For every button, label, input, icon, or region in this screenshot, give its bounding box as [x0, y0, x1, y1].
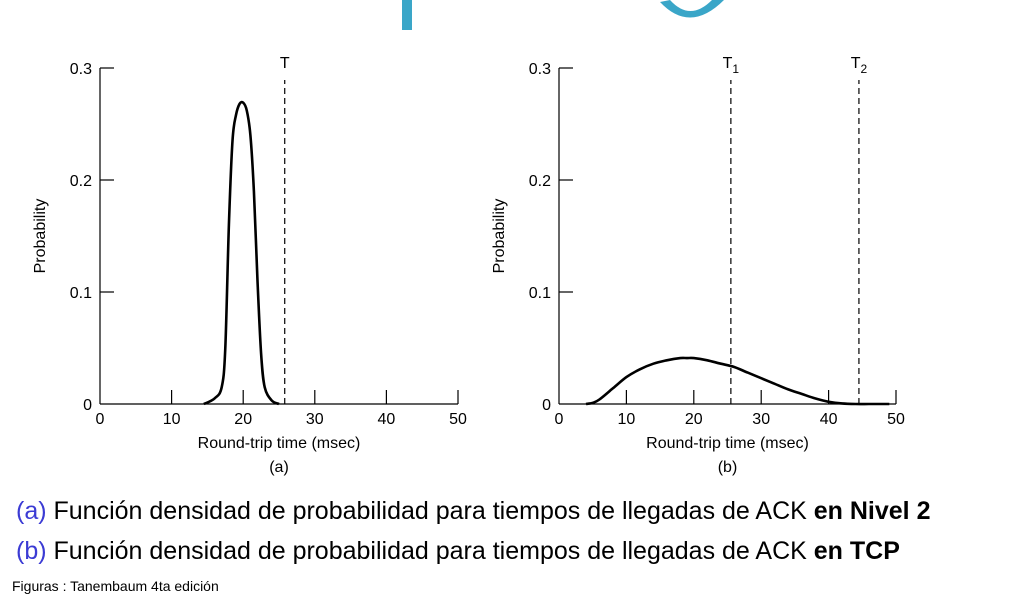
caption-a-text: Función densidad de probabilidad para ti…	[46, 497, 814, 525]
probability-curve	[585, 356, 890, 406]
x-tick-label: 30	[752, 411, 770, 428]
x-tick-label: 20	[685, 411, 703, 428]
x-tick-label: 30	[306, 411, 324, 428]
x-tick-label: 20	[234, 411, 252, 428]
y-tick-label: 0.2	[529, 173, 551, 190]
x-tick-label: 40	[378, 411, 396, 428]
chart-panel-a: 0 10 20 30 40 50 0 0.1 0.2 0.3 Round-trip time (ms…	[32, 55, 467, 476]
x-axis-label: Round-trip time (msec)	[198, 435, 361, 452]
y-tick-label: 0.1	[529, 285, 551, 302]
heading-fragment	[402, 0, 724, 30]
x-tick-label: 0	[555, 411, 564, 428]
chart-panel-b: 0 10 20 30 40 50 0 0.1 0.2 0.3 Round-trip time (ms…	[491, 55, 905, 476]
threshold-subscript: 2	[860, 62, 867, 76]
caption-b-tag: (b)	[16, 537, 47, 565]
probability-curve	[203, 100, 280, 406]
x-tick-label: 50	[887, 411, 905, 428]
threshold-label: T1	[723, 55, 740, 76]
y-tick-label: 0.3	[529, 61, 551, 78]
caption-a-bold: en Nivel 2	[813, 497, 931, 525]
x-tick-label: 10	[618, 411, 636, 428]
y-tick-label: 0.1	[70, 285, 92, 302]
y-tick-label: 0	[83, 397, 92, 414]
x-tick-label: 0	[96, 411, 105, 428]
caption-b: (b) Función densidad de probabilidad par…	[16, 537, 900, 566]
caption-b-text: Función densidad de probabilidad para ti…	[46, 537, 814, 565]
panel-label: (b)	[718, 459, 738, 476]
caption-b-bold: en TCP	[813, 537, 900, 565]
figure-credit: Figuras : Tanembaum 4ta edición	[12, 578, 219, 594]
panel-label: (a)	[269, 459, 289, 476]
y-tick-label: 0.2	[70, 173, 92, 190]
x-tick-label: 50	[449, 411, 467, 428]
caption-a-tag: (a)	[16, 497, 47, 525]
x-tick-label: 10	[163, 411, 181, 428]
threshold-label: T2	[851, 55, 868, 76]
y-tick-label: 0	[542, 397, 551, 414]
y-axis-label: Probability	[32, 199, 49, 274]
caption-a: (a) Función densidad de probabilidad par…	[16, 497, 930, 526]
y-tick-label: 0.3	[70, 61, 92, 78]
threshold-label: T	[280, 55, 290, 72]
x-tick-label: 40	[820, 411, 838, 428]
y-axis-label: Probability	[491, 199, 508, 274]
threshold-subscript: 1	[732, 62, 739, 76]
x-axis-label: Round-trip time (msec)	[646, 435, 809, 452]
